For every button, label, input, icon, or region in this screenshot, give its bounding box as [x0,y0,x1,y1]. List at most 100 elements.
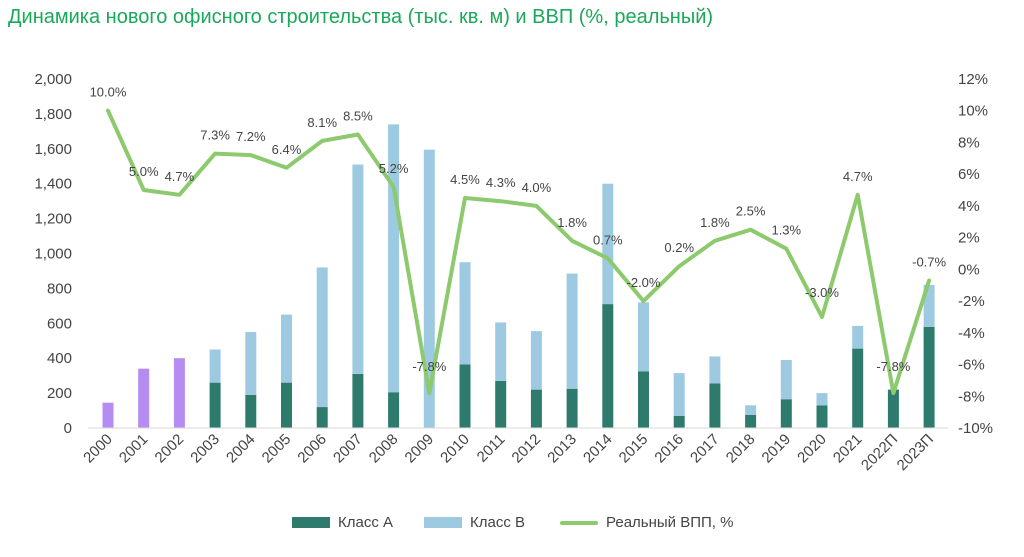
gdp-data-label: 4.3% [486,175,516,190]
legend: Класс А Класс В Реальный ВПП, % [0,514,1024,538]
y-left-tick-label: 1,600 [34,141,72,158]
bar-class-a [495,380,507,428]
y-axis-right: -10% -8% -6% -4% -2% 0% 2% 4% 6% 8% 10% 12% [958,71,993,437]
x-tick-label: 2011 [474,431,509,466]
y-left-tick-label: 1,400 [34,176,72,193]
bar-class-b [673,373,685,416]
gdp-data-label: 1.8% [700,215,730,230]
gdp-data-label: 8.1% [307,115,337,130]
bar-class-b [816,393,828,406]
bar-class-a [673,415,685,428]
x-tick-label: 2002 [152,431,188,467]
bar-class-b [352,164,364,374]
bar-class-b [709,356,721,384]
y-right-tick-label: -8% [958,388,985,405]
x-tick-label: 2019 [759,431,795,467]
legend-swatch-class-a [292,517,330,528]
bar-class-b [923,284,935,327]
y-right-tick-label: -6% [958,357,985,374]
bar-class-b [638,302,649,372]
bar-class-b [316,267,328,408]
x-tick-label: 2014 [580,431,616,467]
gdp-data-label: 4.7% [165,169,195,184]
bar-class-a [459,364,471,428]
bar-class-b [209,349,221,383]
y-right-tick-label: 4% [958,198,980,215]
gdp-data-label: 5.2% [379,161,409,176]
y-right-tick-label: 12% [958,71,988,88]
y-left-tick-label: 2,000 [34,71,72,88]
bar-class-a [923,326,935,428]
x-tick-label: 2001 [116,431,152,467]
bar-class-a [566,388,578,428]
y-right-tick-label: 0% [958,261,980,278]
legend-item-gdp: Реальный ВПП, % [560,514,733,531]
x-tick-label: 2016 [651,431,687,467]
bar-class-b [852,325,864,349]
legend-item-class-b: Класс В [424,514,525,531]
x-tick-label: 2010 [437,431,473,467]
bar-class-b [459,262,471,365]
x-tick-label: 2018 [723,431,759,467]
x-tick-label: 2017 [687,431,723,467]
y-axis-left: 0 200 400 600 800 1,000 1,200 1,400 1,600 1,800 2,… [34,71,72,437]
legend-label-class-a: Класс А [338,514,394,531]
y-right-tick-label: 6% [958,166,980,183]
bar-class-a [352,373,364,428]
y-right-tick-label: 2% [958,230,980,247]
y-right-tick-label: -4% [958,325,985,342]
x-tick-label: 2009 [402,431,438,467]
y-left-tick-label: 1,000 [34,246,72,263]
y-left-tick-label: 600 [47,315,72,332]
legend-label-class-b: Класс В [470,514,526,531]
bar-class-b [566,273,578,389]
x-tick-label: 2003 [187,431,223,467]
data-labels-group: 10.0% 5.0% 4.7% 7.3% 7.2% 6.4% 8.1% 8.5% 5.2% -7.… [90,85,947,374]
gdp-data-label: -2.0% [627,275,661,290]
gdp-data-label: -7.8% [876,359,910,374]
bar-class-a [852,348,864,428]
y-left-tick-label: 800 [47,280,72,297]
gdp-data-label: 6.4% [272,142,302,157]
chart-canvas: 0 200 400 600 800 1,000 1,200 1,400 1,600 1,800 2,… [34,71,993,474]
gdp-line [106,108,932,396]
y-right-tick-label: 10% [958,103,988,120]
x-axis: 2000 2001 2002 2003 2004 2005 2006 2007 2008 2009… [80,427,948,474]
gdp-data-label: 1.8% [557,215,587,230]
bar-class-b [388,124,400,393]
bar-total [138,368,150,428]
x-tick-label: 2006 [294,431,330,467]
y-left-tick-label: 1,200 [34,211,72,228]
x-tick-label: 2004 [223,431,259,467]
bar-class-b [780,359,792,400]
chart-title: Динамика нового офисного строительства (… [8,6,714,28]
bar-class-a [709,383,721,428]
bar-class-b [602,183,614,305]
bar-class-a [209,382,221,428]
x-tick-label: 2008 [366,431,402,467]
y-right-tick-label: -2% [958,293,985,310]
gdp-data-label: -0.7% [912,254,946,269]
legend-item-class-a: Класс А [292,514,393,531]
x-tick-label: 2020 [794,431,830,467]
bar-total [102,402,114,428]
x-tick-label: 2005 [259,431,295,467]
y-left-tick-label: 1,800 [34,106,72,123]
gdp-data-label: 2.5% [736,204,766,219]
x-tick-label: 2012 [509,431,545,467]
bar-class-b [281,314,292,383]
y-left-tick-label: 0 [64,420,72,437]
bar-class-b [495,322,507,381]
gdp-data-label: 8.5% [343,109,373,124]
legend-swatch-class-b [424,517,462,528]
bar-class-a [530,389,542,428]
bar-class-b [530,331,542,390]
gdp-data-label: 0.2% [664,240,694,255]
bar-class-b [745,405,757,415]
y-right-tick-label: -10% [958,420,993,437]
bar-total [173,358,185,428]
gdp-data-label: -3.0% [805,285,839,300]
gdp-data-label: 10.0% [90,85,127,100]
bar-class-a [816,405,828,428]
gdp-data-label: 4.0% [522,180,552,195]
